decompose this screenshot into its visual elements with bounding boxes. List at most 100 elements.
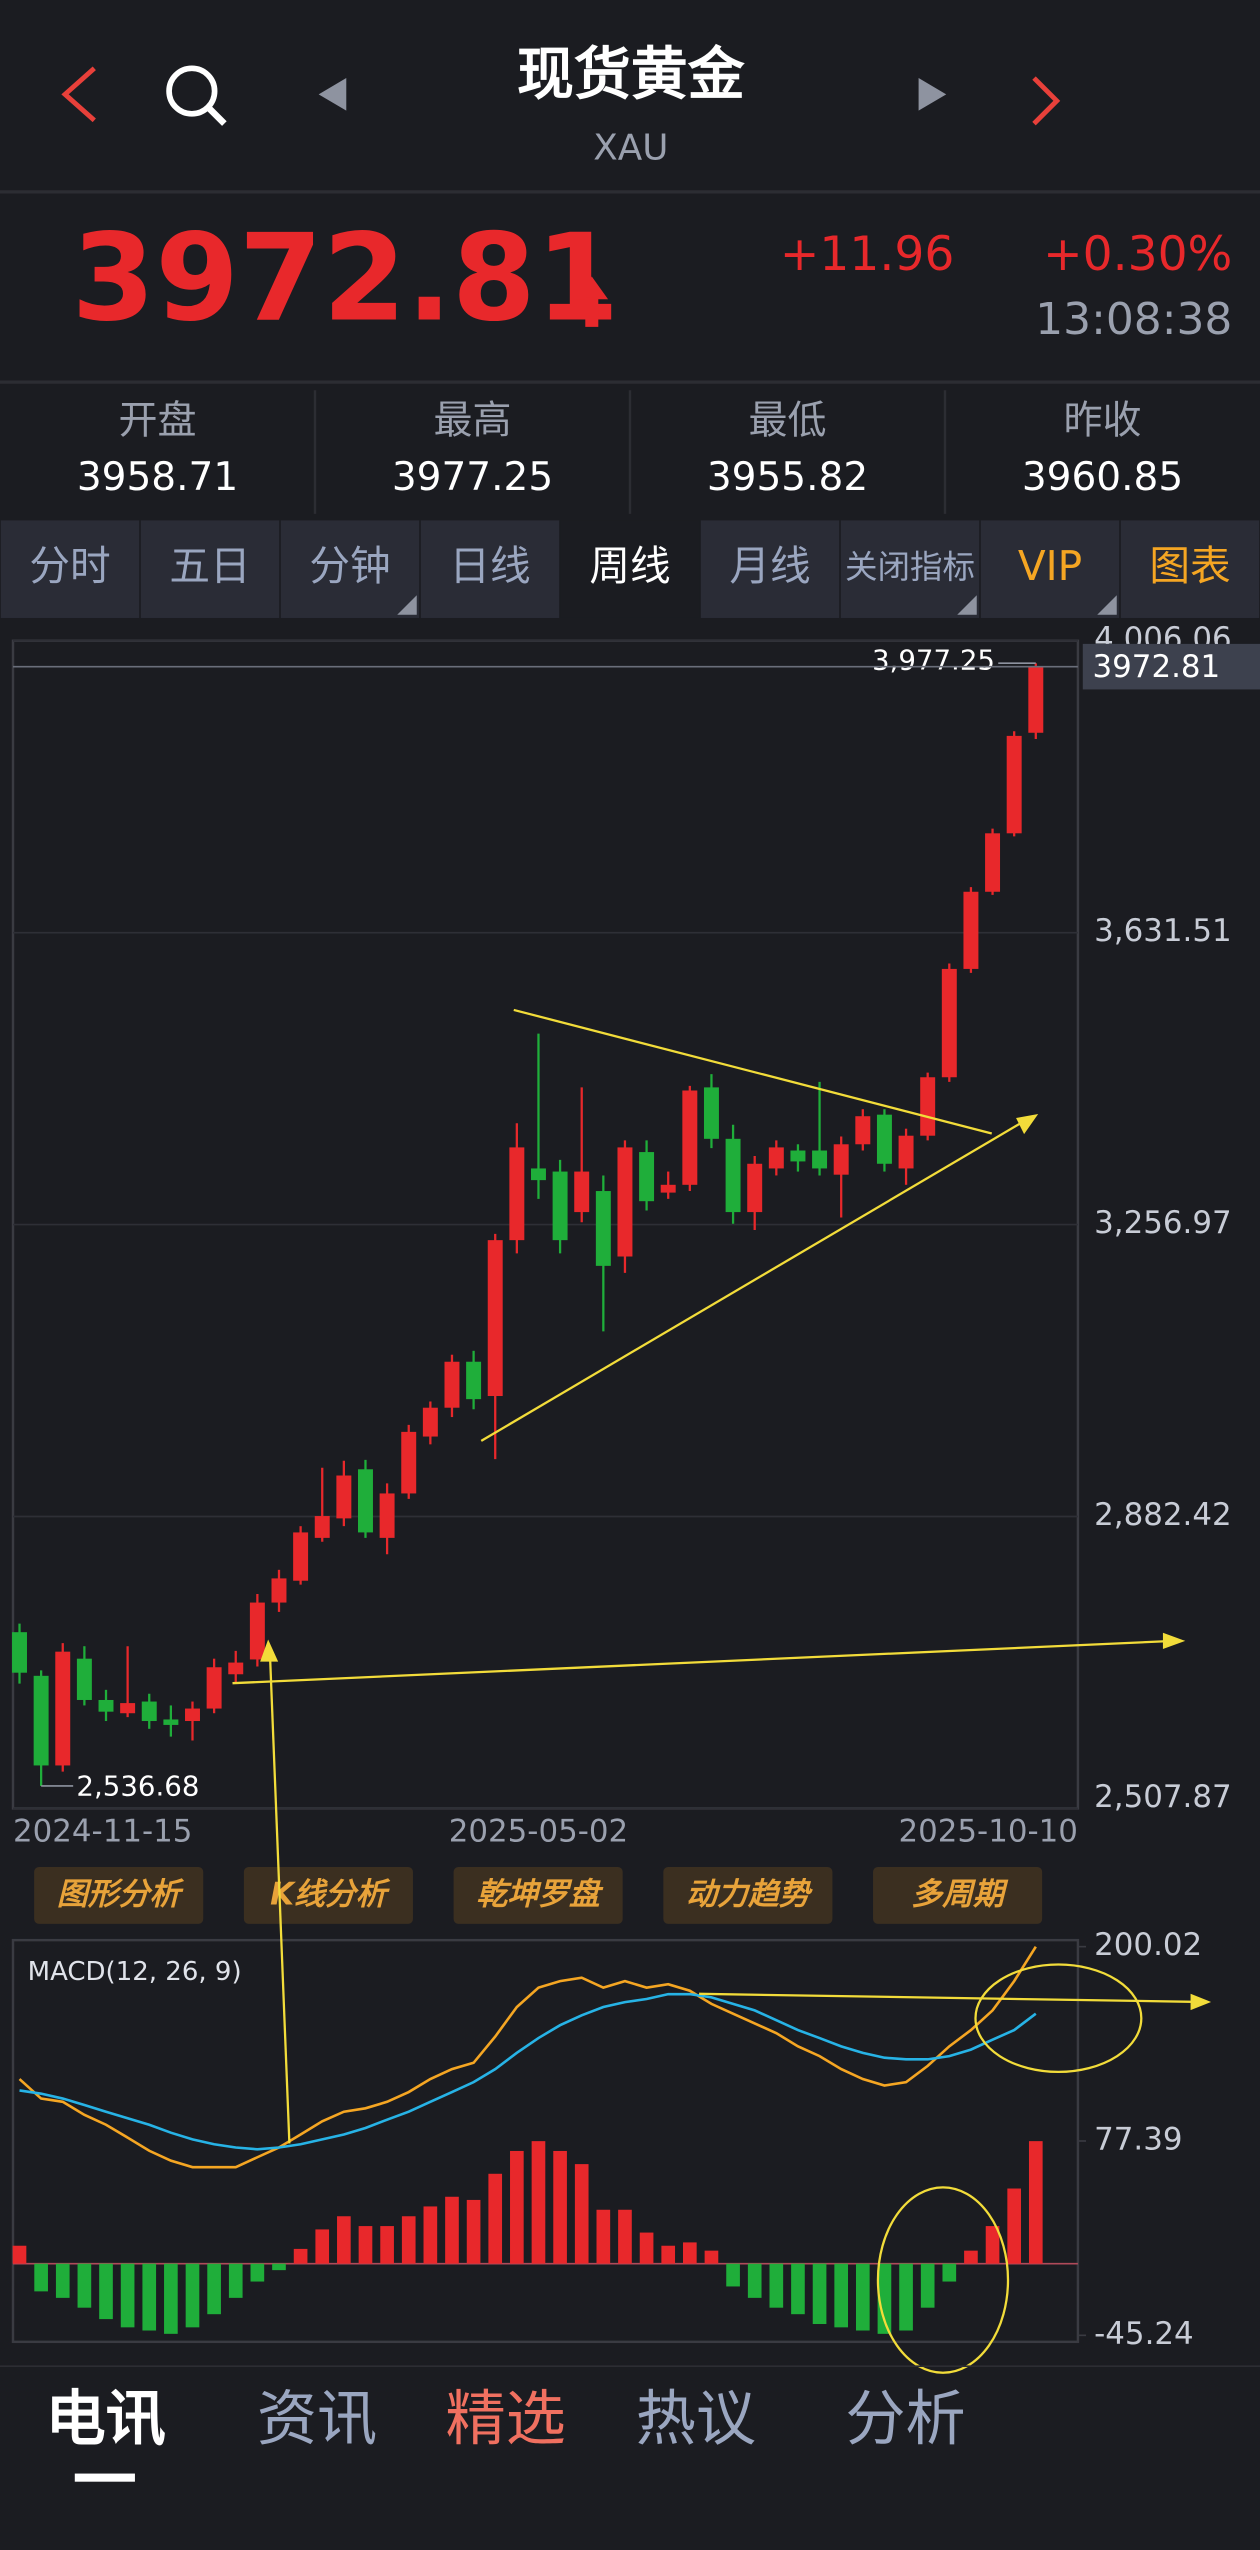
tool-bg[interactable] bbox=[873, 1866, 1043, 1924]
candle-body bbox=[725, 1138, 741, 1213]
stat-label: 最高 bbox=[433, 398, 511, 443]
macd-bar bbox=[142, 2263, 157, 2331]
tool-bg[interactable] bbox=[34, 1866, 204, 1924]
tool-button[interactable]: 乾坤罗盘 bbox=[476, 1877, 604, 1913]
last-price-box bbox=[1082, 643, 1260, 690]
candle-body bbox=[703, 1087, 719, 1139]
candle-body bbox=[336, 1475, 352, 1519]
candle-body bbox=[293, 1532, 309, 1581]
macd-bar bbox=[683, 2242, 697, 2264]
candle-body bbox=[206, 1667, 222, 1709]
x-tick-label: 2025-10-10 bbox=[898, 1813, 1077, 1849]
tab-bg[interactable] bbox=[1120, 520, 1260, 618]
macd-bar bbox=[704, 2250, 719, 2264]
macd-bar bbox=[358, 2226, 373, 2264]
candle-body bbox=[747, 1163, 763, 1213]
y-tick-label: 200.02 bbox=[1094, 1927, 1202, 1963]
tool-bg[interactable] bbox=[663, 1866, 833, 1924]
back-button[interactable] bbox=[61, 66, 96, 123]
candle-body bbox=[271, 1578, 287, 1603]
drawings bbox=[232, 1008, 1212, 2374]
price-chart: 4,006.063,631.513,256.972,882.422,507.87… bbox=[12, 621, 1260, 1849]
candle-body bbox=[855, 1116, 871, 1145]
tab[interactable]: 图表 bbox=[1149, 542, 1230, 590]
tab-bg[interactable] bbox=[980, 520, 1120, 618]
last-price: 3972.81 bbox=[72, 208, 620, 348]
candle-body bbox=[660, 1184, 676, 1193]
arrow-head bbox=[1190, 1993, 1212, 2011]
candle-body bbox=[12, 1632, 27, 1673]
up-arrow bbox=[575, 276, 609, 327]
bottom-tab[interactable]: 精选 bbox=[445, 2385, 565, 2455]
forward-button[interactable] bbox=[1032, 76, 1061, 126]
arrow-head bbox=[1016, 1114, 1039, 1135]
bottom-tab[interactable]: 分析 bbox=[845, 2385, 965, 2455]
macd-bar bbox=[964, 2250, 978, 2264]
annotation-label: 2,536.68 bbox=[76, 1770, 199, 1803]
tool-bg[interactable] bbox=[243, 1866, 413, 1924]
tab-bg[interactable] bbox=[0, 520, 140, 618]
tool-button[interactable]: K线分析 bbox=[270, 1877, 391, 1913]
candle-body bbox=[574, 1171, 590, 1213]
tab[interactable]: 周线 bbox=[589, 542, 670, 590]
tool-button[interactable]: 图形分析 bbox=[57, 1877, 185, 1913]
candle-body bbox=[163, 1719, 179, 1725]
candle-body bbox=[941, 968, 957, 1078]
macd-bar bbox=[1028, 2141, 1043, 2264]
bottom-tab[interactable]: 电讯 bbox=[46, 2385, 166, 2455]
prev-button[interactable] bbox=[318, 78, 347, 111]
highlight-circle bbox=[974, 1963, 1143, 2074]
macd-bar bbox=[769, 2263, 784, 2308]
macd-bar bbox=[99, 2263, 113, 2320]
stat-value: 3977.25 bbox=[392, 455, 553, 500]
macd-title: MACD(12, 26, 9) bbox=[28, 1957, 242, 1987]
macd-bar bbox=[596, 2209, 611, 2264]
candle-body bbox=[1028, 666, 1044, 733]
trend-line bbox=[513, 1008, 993, 1135]
tab-bg[interactable] bbox=[420, 520, 560, 618]
tool-button[interactable]: 动力趋势 bbox=[686, 1877, 814, 1913]
candle-body bbox=[768, 1147, 784, 1169]
y-tick-label: 3,256.97 bbox=[1094, 1205, 1231, 1241]
tab[interactable]: 关闭指标 bbox=[845, 548, 975, 586]
candle-body bbox=[963, 891, 979, 969]
macd-bar bbox=[272, 2263, 286, 2271]
y-tick-label: 2,507.87 bbox=[1094, 1779, 1231, 1815]
macd-bar bbox=[380, 2226, 394, 2264]
tab-bg[interactable] bbox=[840, 520, 980, 618]
macd-bar bbox=[34, 2263, 48, 2292]
macd-bar bbox=[401, 2216, 416, 2264]
search-button[interactable] bbox=[166, 65, 227, 126]
bottom-tab[interactable]: 资讯 bbox=[257, 2385, 377, 2455]
macd-bar bbox=[812, 2263, 827, 2325]
candle-body bbox=[985, 833, 1001, 892]
tab[interactable]: 分钟 bbox=[309, 542, 390, 590]
macd-bar bbox=[466, 2199, 481, 2264]
candle-body bbox=[141, 1701, 157, 1722]
tool-bg[interactable] bbox=[453, 1866, 623, 1924]
candle-body bbox=[379, 1493, 395, 1538]
tab[interactable]: 五日 bbox=[169, 542, 250, 590]
candle-body bbox=[595, 1191, 611, 1266]
tool-bar: 图形分析 K线分析 乾坤罗盘 动力趋势 多周期 bbox=[34, 1866, 1043, 1924]
tab-bg[interactable] bbox=[280, 520, 420, 618]
price-change-pct: +0.30% bbox=[1043, 227, 1232, 282]
tool-button[interactable]: 多周期 bbox=[911, 1877, 1009, 1913]
tab-bg[interactable] bbox=[560, 520, 700, 618]
macd-bar bbox=[791, 2263, 805, 2315]
candle-body bbox=[509, 1147, 525, 1241]
macd-bar bbox=[942, 2263, 957, 2282]
tab[interactable]: VIP bbox=[1018, 542, 1082, 590]
bottom-tab[interactable]: 热议 bbox=[636, 2385, 756, 2455]
next-button[interactable] bbox=[918, 78, 947, 111]
macd-bar bbox=[553, 2150, 567, 2264]
macd-bar bbox=[423, 2206, 438, 2264]
tab[interactable]: 日线 bbox=[449, 542, 530, 590]
stat-value: 3958.71 bbox=[77, 455, 238, 500]
tab[interactable]: 月线 bbox=[729, 542, 810, 590]
tab-bg[interactable] bbox=[700, 520, 840, 618]
tab[interactable]: 分时 bbox=[29, 542, 110, 590]
tab-bg[interactable] bbox=[140, 520, 280, 618]
candle-body bbox=[120, 1703, 136, 1714]
